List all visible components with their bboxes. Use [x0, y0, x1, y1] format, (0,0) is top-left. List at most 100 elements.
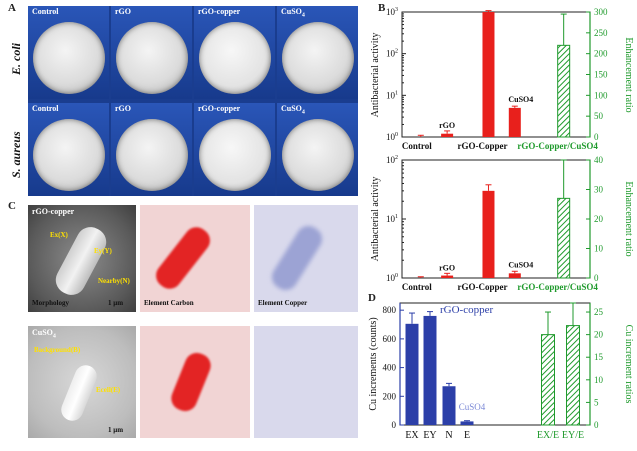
y-tick-label: 400: [383, 363, 397, 373]
eds-copper-map-top: Element Copper: [254, 205, 358, 312]
bar-cuso4: [508, 107, 521, 137]
x-tick-label: N: [445, 430, 452, 441]
y-tick-label: 600: [383, 334, 397, 344]
plate-ecoli-rgo-copper: rGO-copper: [194, 6, 275, 99]
bar-label: CuSO4: [508, 260, 533, 269]
y2-tick-label: 15: [594, 352, 604, 362]
plot-frame: [399, 302, 591, 426]
caption-morphology: Morphology: [32, 299, 69, 307]
y2-tick-label: 250: [594, 28, 608, 38]
y-tick-label: 102: [386, 155, 398, 165]
x-tick-label: EX/E: [537, 430, 559, 441]
carbon-signal: [151, 222, 215, 294]
plate-column-label: Control: [32, 104, 59, 113]
y-tick-label: 103: [386, 7, 398, 17]
panel-label-a: A: [8, 2, 16, 14]
x-tick-label: rGO-Copper: [457, 141, 507, 151]
x-tick-label: EX: [405, 430, 419, 441]
sem-morphology-cuso4: CuSO4 Background(B) Ecell(E) 1 μm: [28, 326, 136, 438]
annotation-nearby: Nearby(N): [98, 277, 130, 285]
sem-morphology-rgo-copper: rGO-copper Ex(X) Ey(Y) Nearby(N) Morphol…: [28, 205, 136, 312]
scale-bar-label: 1 μm: [108, 299, 124, 307]
bar-label: rGO: [439, 263, 455, 272]
panel-label-b: B: [378, 2, 386, 14]
scale-bar-label: 1 μm: [108, 426, 124, 434]
y-axis-title: Antibacterial activity: [370, 177, 381, 262]
eds-carbon-map-top: Element Carbon: [140, 205, 250, 312]
plot-frame: [401, 11, 591, 138]
bar-enhancement-ratio: [557, 44, 571, 138]
bar-label: CuSO4: [508, 95, 533, 104]
plate-column-label: rGO: [115, 104, 131, 113]
bar-e: [460, 421, 474, 425]
bar-n: [442, 386, 456, 425]
plate-ecoli-rgo: rGO: [111, 6, 192, 99]
plate-saureus-rgo-copper: rGO-copper: [194, 103, 275, 196]
caption-element-carbon: Element Carbon: [144, 299, 194, 307]
bar-enhancement-ratio: [557, 197, 571, 279]
y2-tick-label: 200: [594, 49, 608, 59]
y2-tick-label: 5: [594, 397, 599, 407]
y2-axis-title: Cu increment ratios: [623, 325, 634, 404]
panel-label-d: D: [368, 292, 376, 304]
y2-tick-label: 10: [594, 375, 604, 385]
x-tick-label: Control: [402, 141, 432, 151]
y-tick-label: 0: [392, 420, 397, 430]
bar-ey: [423, 315, 437, 425]
petri-dish-image: [116, 119, 188, 191]
petri-dish-image: [33, 22, 105, 94]
petri-dish-image: [199, 22, 271, 94]
bar-ex: [405, 323, 419, 425]
x-tick-label: E: [464, 430, 470, 441]
row-label-saureus: S. aureus: [9, 131, 23, 178]
bar-label: rGO: [439, 121, 455, 130]
y2-axis-title: Enhancement ratio: [623, 181, 634, 256]
plate-ecoli-cuso4: CuSO4: [277, 6, 358, 99]
y2-axis-title: Enhancement ratio: [623, 37, 634, 112]
carbon-signal: [167, 349, 215, 415]
plate-column-label: rGO-copper: [198, 104, 241, 113]
petri-dish-panel: Control rGO rGO-copper CuSO4 Control rGO…: [28, 6, 358, 196]
bar-ratio-1: [566, 325, 580, 426]
y2-tick-label: 25: [594, 307, 604, 317]
x-tick-label: rGO-Copper/CuSO4: [517, 141, 598, 151]
y2-tick-label: 10: [594, 244, 604, 254]
bar-rgo: [441, 133, 454, 137]
plate-column-label: rGO-copper: [198, 7, 241, 16]
plate-column-label: CuSO4: [281, 7, 305, 19]
caption-element-copper: Element Copper: [258, 299, 308, 307]
eds-copper-map-bottom: [254, 326, 358, 438]
bar-ratio-0: [541, 334, 555, 426]
plate-ecoli-control: Control: [28, 6, 109, 99]
plate-saureus-cuso4: CuSO4: [277, 103, 358, 196]
x-tick-label: EY: [423, 430, 436, 441]
y2-tick-label: 20: [594, 330, 604, 340]
panel-label-c: C: [8, 200, 16, 212]
plate-column-label: rGO: [115, 7, 131, 16]
y2-tick-label: 150: [594, 70, 608, 80]
x-tick-label: rGO-Copper: [457, 282, 507, 292]
sem-title: rGO-copper: [32, 207, 75, 216]
bar-rgo-copper: [482, 190, 495, 278]
plate-saureus-rgo: rGO: [111, 103, 192, 196]
y-tick-label: 101: [386, 90, 398, 100]
y2-tick-label: 20: [594, 214, 604, 224]
y2-tick-label: 0: [594, 273, 599, 283]
annotation-background: Background(B): [34, 346, 81, 354]
y2-tick-label: 100: [594, 90, 608, 100]
y2-tick-label: 50: [594, 111, 604, 121]
bar-cuso4: [508, 273, 521, 278]
series-label-rgo-copper: rGO-copper: [440, 304, 493, 316]
petri-dish-image: [116, 22, 188, 94]
bar-rgo: [441, 275, 454, 278]
petri-dish-image: [282, 119, 354, 191]
annotation-ey: Ey(Y): [94, 247, 112, 255]
y-axis-title: Cu increments (counts): [368, 317, 379, 410]
copper-signal: [267, 221, 327, 295]
y-tick-label: 200: [383, 391, 397, 401]
x-tick-label: rGO-Copper/CuSO4: [517, 282, 598, 292]
plot-frame: [401, 159, 591, 279]
annotation-ex: Ex(X): [50, 231, 68, 239]
eds-carbon-map-bottom: [140, 326, 250, 438]
y-tick-label: 800: [383, 305, 397, 315]
